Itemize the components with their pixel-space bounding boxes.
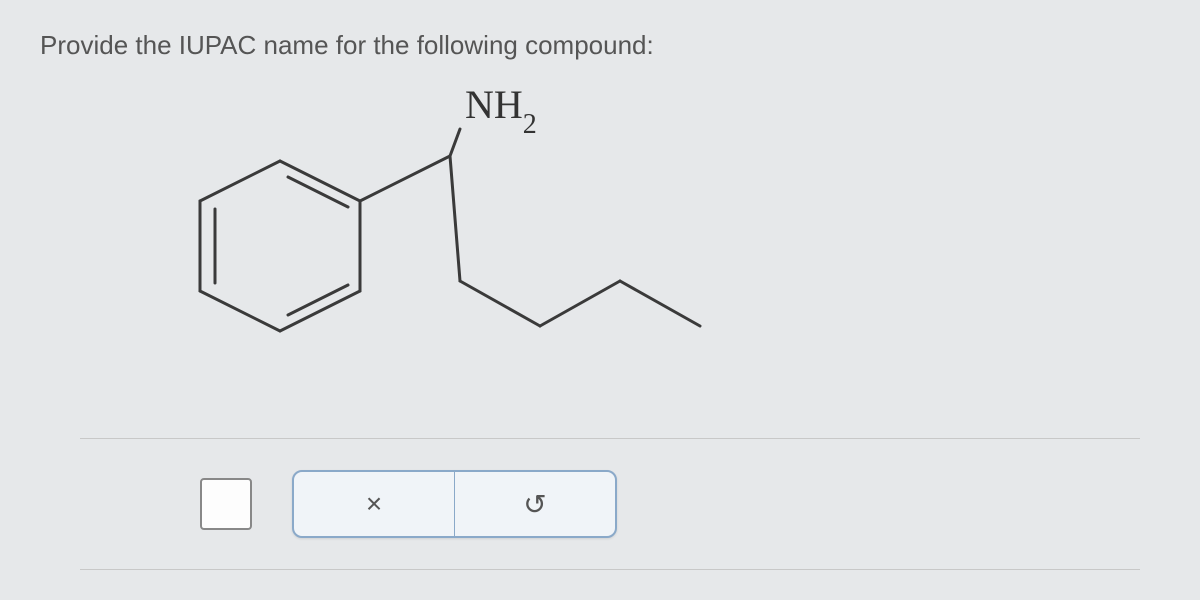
- undo-button[interactable]: ↺: [454, 472, 615, 536]
- nh2-label: NH2: [465, 81, 537, 135]
- nh2-subscript: 2: [523, 109, 537, 140]
- structure-figure: NH2: [160, 81, 860, 401]
- undo-icon: ↺: [523, 488, 546, 521]
- nh2-text: NH: [465, 82, 523, 127]
- close-icon: ×: [366, 488, 382, 520]
- answer-checkbox[interactable]: [200, 478, 252, 530]
- page: Provide the IUPAC name for the following…: [0, 0, 1200, 600]
- clear-button[interactable]: ×: [294, 472, 454, 536]
- answer-toolbar: × ↺: [80, 438, 1140, 570]
- button-group: × ↺: [292, 470, 617, 538]
- question-prompt: Provide the IUPAC name for the following…: [40, 30, 1160, 61]
